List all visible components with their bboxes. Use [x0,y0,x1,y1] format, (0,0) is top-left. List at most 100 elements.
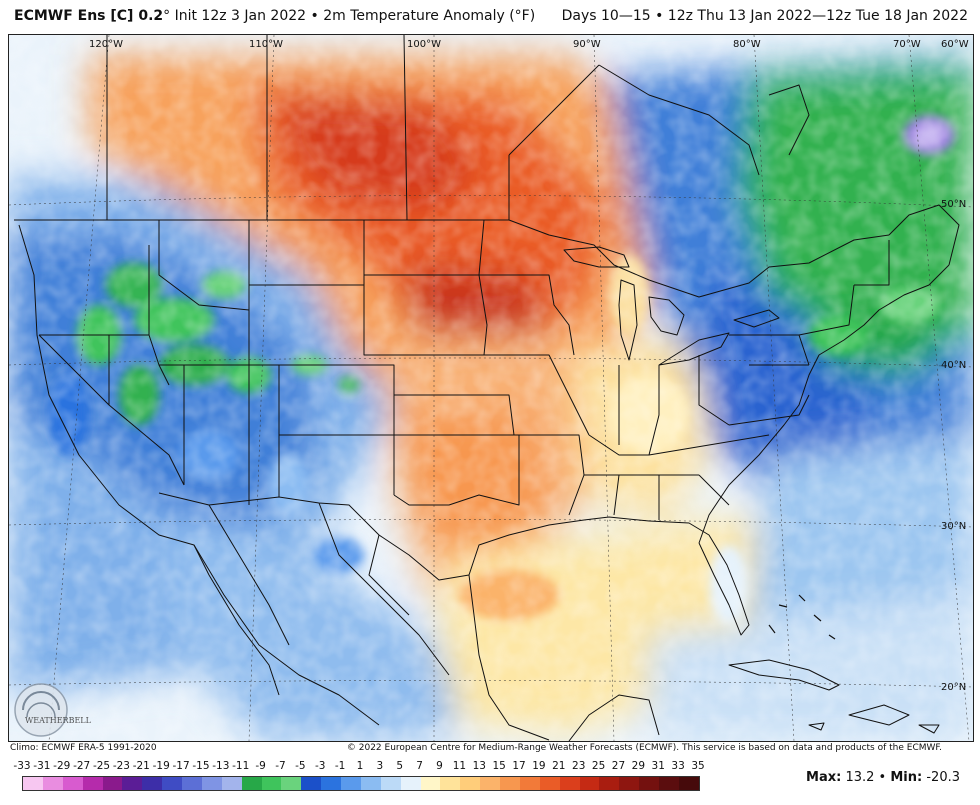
legend-tick: -25 [92,760,111,772]
lon-label: 120°W [89,39,123,50]
legend-swatch [380,777,401,790]
lake-superior [563,246,630,268]
legend-swatch [440,777,461,790]
legend-swatch [182,777,202,790]
lake-erie [658,332,730,366]
legend-swatch [519,777,540,790]
legend-swatch [241,777,262,790]
field-texture [9,35,973,741]
legend-swatch [281,777,302,790]
us-mexico-border [158,492,470,581]
max-min-stats: Max: 13.2 • Min: -20.3 [806,770,960,785]
legend-swatch [360,777,381,790]
legend-tick: -1 [334,760,346,772]
lon-label: 90°W [573,39,601,50]
legend-swatch [341,777,361,790]
legend-tick: -27 [73,760,91,772]
lat-label: 30°N [941,521,966,532]
legend-tick: -23 [112,760,130,772]
us-canada-border [14,219,890,298]
lat-label: 20°N [941,682,966,693]
lake-michigan [618,279,638,361]
legend-tick: 9 [436,760,443,772]
model-degree: ° [163,8,171,24]
legend-swatch [62,777,83,790]
legend-tick: -9 [255,760,266,772]
legend-tick: -11 [232,760,250,772]
legend-tick: 25 [591,760,606,772]
anomaly-map-svg: 120°W 110°W 100°W 90°W 80°W 70°W 60°W 50… [9,35,973,741]
legend-swatch [221,777,242,790]
legend-tick: -3 [314,760,326,772]
legend-tick: -7 [275,760,286,772]
weatherbell-logo: WEATHERBELL [14,683,92,737]
legend-tick: 31 [651,760,665,772]
gulf-coastline [468,516,750,636]
legend-tick: 15 [492,760,506,772]
legend-tick: 19 [532,760,546,772]
legend-tick: 21 [552,760,566,772]
cuba [728,659,840,691]
legend-tick: -33 [13,760,31,772]
lon-label: 70°W [893,39,921,50]
lat-label: 40°N [941,360,966,371]
legend-tick: -13 [212,760,230,772]
legend-tick: -31 [33,760,51,772]
legend-tick: 17 [512,760,526,772]
graticule [9,35,973,741]
lon-label: 80°W [733,39,761,50]
stats-separator: • [878,770,887,785]
lat-label: 50°N [941,199,966,210]
legend-tick-labels: -33 -31 -29 -27 -25 -23 -21 -19 -17 -15 -13 -11 -9 -7… [12,760,705,774]
legend-tick: -21 [132,760,150,772]
legend-swatch [321,777,341,790]
logo-text: WEATHERBELL [25,716,92,725]
legend-swatch [102,777,123,790]
legend-swatch [82,777,103,790]
legend-swatch [500,777,520,790]
legend-tick: -17 [172,760,190,772]
legend-swatch [122,777,143,790]
legend-tick: 7 [416,760,423,772]
hispaniola [848,704,910,726]
max-label: Max: [806,770,842,785]
legend-swatch [559,777,580,790]
legend-swatch [678,777,699,790]
legend-tick: 35 [691,760,705,772]
legend-swatch [619,777,640,790]
lake-huron [648,296,685,336]
atlantic-coastline [698,264,950,544]
legend-tick: 27 [611,760,626,772]
boundaries [14,35,960,741]
map-title: ECMWF Ens [C] 0.2° Init 12z 3 Jan 2022 •… [14,8,535,24]
legend-tick: 13 [472,760,486,772]
copyright-note: © 2022 European Centre for Medium-Range … [346,743,942,753]
legend-swatch [23,777,43,790]
lon-label: 110°W [249,39,283,50]
legend-swatch [659,777,679,790]
legend-swatch [599,777,620,790]
init-time: Init 12z 3 Jan 2022 [174,8,307,24]
legend-tick: -19 [152,760,170,772]
legend-swatch [639,777,659,790]
legend-tick: -15 [192,760,210,772]
lon-label: 60°W [941,39,969,50]
legend-swatch [142,777,163,790]
climo-note: Climo: ECMWF ERA-5 1991-2020 [10,743,157,753]
legend-swatch [201,777,222,790]
legend-tick: 33 [671,760,685,772]
legend-swatch [420,777,441,790]
model-name: ECMWF Ens [C] 0.2 [14,8,164,24]
legend-tick: 1 [356,760,364,772]
legend-tick: 11 [452,760,467,772]
legend-swatch [579,777,600,790]
pacific-coastline [18,224,380,726]
legend-swatch [400,777,421,790]
legend-tick: 23 [572,760,586,772]
forecast-map: 120°W 110°W 100°W 90°W 80°W 70°W 60°W 50… [8,34,974,742]
legend-swatch [460,777,481,790]
legend-tick: -5 [295,760,306,772]
min-value: -20.3 [926,770,960,785]
title-bullet: • [310,8,319,24]
legend-tick: 5 [396,760,404,772]
